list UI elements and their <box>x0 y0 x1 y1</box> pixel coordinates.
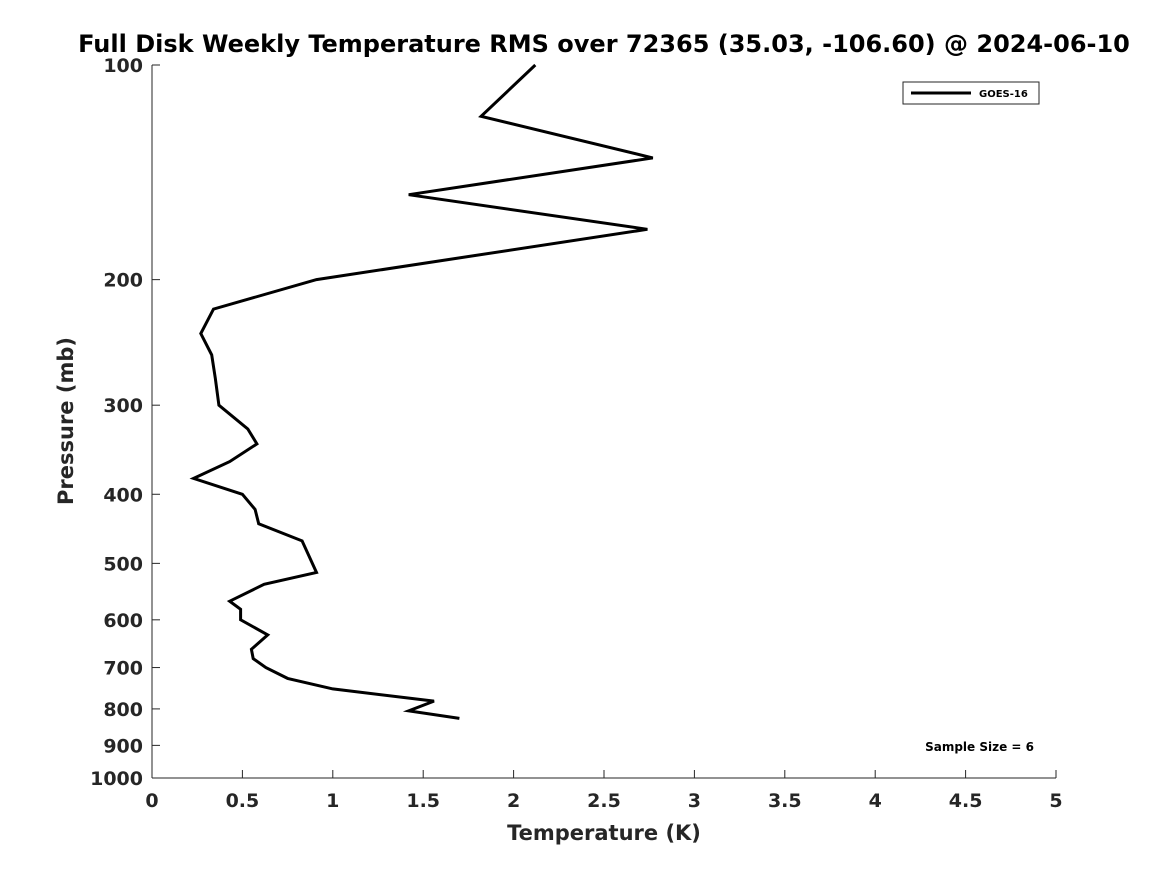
x-tick-label: 2 <box>507 790 520 812</box>
legend-label: GOES-16 <box>979 89 1028 100</box>
series-layer <box>189 63 654 720</box>
x-tick-label: 3 <box>688 790 701 812</box>
x-tick-label: 0.5 <box>226 790 260 812</box>
y-tick-label: 600 <box>103 610 143 632</box>
sample-size-annotation: Sample Size = 6 <box>925 740 1034 754</box>
y-tick-label: 400 <box>103 484 143 506</box>
y-tick-label: 800 <box>103 699 143 721</box>
y-tick-label: 700 <box>103 658 143 680</box>
series-line-goes-16 <box>189 63 654 720</box>
y-tick-label: 300 <box>103 395 143 417</box>
x-tick-label: 4 <box>869 790 882 812</box>
x-tick-label: 3.5 <box>768 790 802 812</box>
y-tick-label: 1000 <box>90 768 143 790</box>
y-tick-label: 500 <box>103 553 143 575</box>
legend: GOES-16 <box>902 81 1040 105</box>
y-tick-label: 900 <box>103 735 143 757</box>
x-axis-ticks: 0 0.5 1 1.5 2 2.5 3 3.5 4 4.5 5 <box>145 770 1063 812</box>
x-tick-label: 0 <box>145 790 158 812</box>
x-tick-label: 2.5 <box>587 790 621 812</box>
y-axis-label: Pressure (mb) <box>54 337 78 505</box>
x-tick-label: 1 <box>326 790 339 812</box>
y-tick-label: 200 <box>103 270 143 292</box>
chart-title: Full Disk Weekly Temperature RMS over 72… <box>78 30 1130 58</box>
x-tick-label: 1.5 <box>406 790 440 812</box>
x-tick-label: 5 <box>1049 790 1062 812</box>
x-axis-label: Temperature (K) <box>507 821 701 845</box>
plot-area <box>152 65 1056 778</box>
y-tick-label: 100 <box>103 55 143 77</box>
x-tick-label: 4.5 <box>949 790 983 812</box>
y-axis-ticks: 100 200 300 400 500 600 700 800 900 1000 <box>90 55 160 790</box>
